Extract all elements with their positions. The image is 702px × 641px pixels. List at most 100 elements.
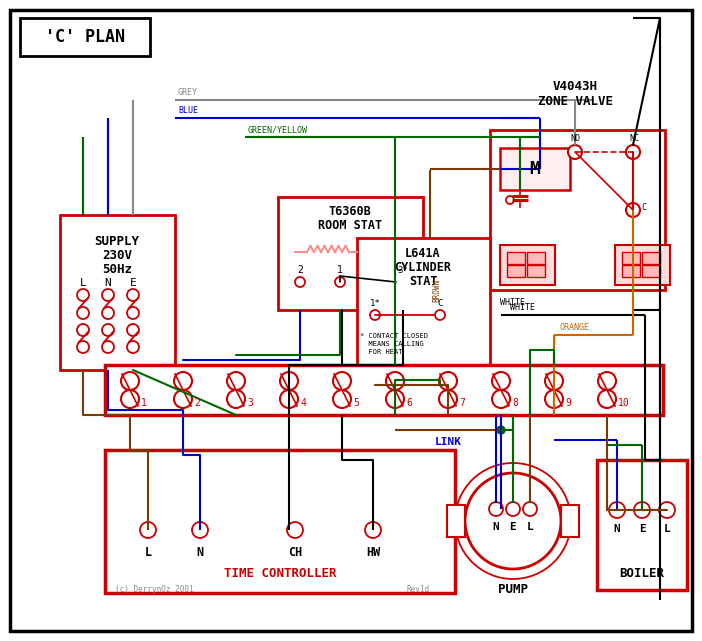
Circle shape (335, 277, 345, 287)
Circle shape (626, 203, 640, 217)
Bar (642, 252, 660, 264)
Bar (622, 252, 640, 264)
Bar (507, 252, 525, 264)
Text: 8: 8 (512, 398, 518, 408)
Circle shape (439, 390, 457, 408)
Circle shape (626, 145, 640, 159)
Circle shape (523, 502, 537, 516)
Bar (622, 265, 640, 277)
Circle shape (465, 473, 561, 569)
Text: LINK: LINK (435, 437, 461, 447)
Circle shape (227, 372, 245, 390)
Text: C: C (437, 299, 443, 308)
Circle shape (140, 522, 156, 538)
Circle shape (121, 372, 139, 390)
Text: V4043H
ZONE VALVE: V4043H ZONE VALVE (538, 80, 613, 108)
Circle shape (127, 307, 139, 319)
Text: NO: NO (570, 134, 580, 143)
Text: WHITE: WHITE (510, 303, 535, 312)
Bar (597, 460, 687, 590)
Text: ROOM STAT: ROOM STAT (318, 219, 382, 232)
Text: Rev1d: Rev1d (407, 585, 430, 594)
Bar (278, 197, 423, 310)
Text: 9: 9 (565, 398, 571, 408)
Circle shape (370, 310, 380, 320)
Text: BOILER: BOILER (619, 567, 665, 580)
Bar (507, 265, 525, 277)
Circle shape (102, 289, 114, 301)
Circle shape (77, 324, 89, 336)
Bar (20, 18, 150, 56)
Circle shape (102, 324, 114, 336)
Bar (357, 238, 490, 386)
Circle shape (121, 390, 139, 408)
Text: 3: 3 (247, 398, 253, 408)
Text: 230V: 230V (102, 249, 132, 262)
Text: E: E (639, 524, 645, 534)
Circle shape (280, 372, 298, 390)
Bar (447, 505, 465, 537)
Circle shape (227, 390, 245, 408)
Circle shape (102, 341, 114, 353)
Circle shape (386, 372, 404, 390)
Text: GREEN/YELLOW: GREEN/YELLOW (248, 125, 308, 134)
Text: CYLINDER: CYLINDER (395, 261, 451, 274)
Circle shape (127, 324, 139, 336)
Text: PUMP: PUMP (498, 583, 528, 596)
Circle shape (545, 390, 563, 408)
Text: 50Hz: 50Hz (102, 263, 132, 276)
Circle shape (435, 310, 445, 320)
Circle shape (497, 426, 505, 434)
Bar (60, 215, 175, 370)
Bar (561, 505, 579, 537)
Circle shape (174, 372, 192, 390)
Circle shape (365, 522, 381, 538)
Bar (527, 265, 545, 277)
Text: 1*: 1* (370, 299, 380, 308)
Text: 7: 7 (459, 398, 465, 408)
Circle shape (506, 196, 514, 204)
Circle shape (295, 277, 305, 287)
Circle shape (127, 289, 139, 301)
Circle shape (492, 372, 510, 390)
Text: 3*: 3* (397, 265, 409, 274)
Bar (105, 365, 663, 415)
Circle shape (77, 307, 89, 319)
Circle shape (333, 390, 351, 408)
Text: M: M (529, 160, 541, 178)
Text: L: L (79, 278, 86, 288)
Text: SUPPLY: SUPPLY (95, 235, 140, 248)
Circle shape (568, 145, 582, 159)
Text: WHITE: WHITE (500, 298, 525, 307)
Text: N: N (105, 278, 112, 288)
Text: * CONTACT CLOSED
  MEANS CALLING
  FOR HEAT: * CONTACT CLOSED MEANS CALLING FOR HEAT (360, 333, 428, 355)
Circle shape (386, 390, 404, 408)
Circle shape (634, 502, 650, 518)
Text: BROWN: BROWN (432, 278, 441, 301)
Bar (500, 148, 570, 190)
Bar (105, 450, 455, 593)
Circle shape (598, 372, 616, 390)
Circle shape (659, 502, 675, 518)
Text: 2: 2 (297, 265, 303, 275)
Circle shape (439, 372, 457, 390)
Circle shape (492, 390, 510, 408)
Circle shape (174, 390, 192, 408)
Text: (c) DerrynOz 2001: (c) DerrynOz 2001 (115, 585, 194, 594)
Text: 'C' PLAN: 'C' PLAN (45, 28, 125, 46)
Circle shape (489, 502, 503, 516)
Circle shape (102, 307, 114, 319)
Text: N: N (493, 522, 499, 532)
Text: 1: 1 (337, 265, 343, 275)
Text: N: N (614, 524, 621, 534)
Text: HW: HW (366, 546, 380, 559)
Text: L: L (526, 522, 534, 532)
Text: 5: 5 (353, 398, 359, 408)
Text: GREY: GREY (178, 88, 198, 97)
Text: E: E (510, 522, 517, 532)
Text: 1: 1 (141, 398, 147, 408)
Circle shape (609, 502, 625, 518)
Text: T6360B: T6360B (329, 205, 371, 218)
Bar (527, 252, 545, 264)
Bar (490, 130, 665, 290)
